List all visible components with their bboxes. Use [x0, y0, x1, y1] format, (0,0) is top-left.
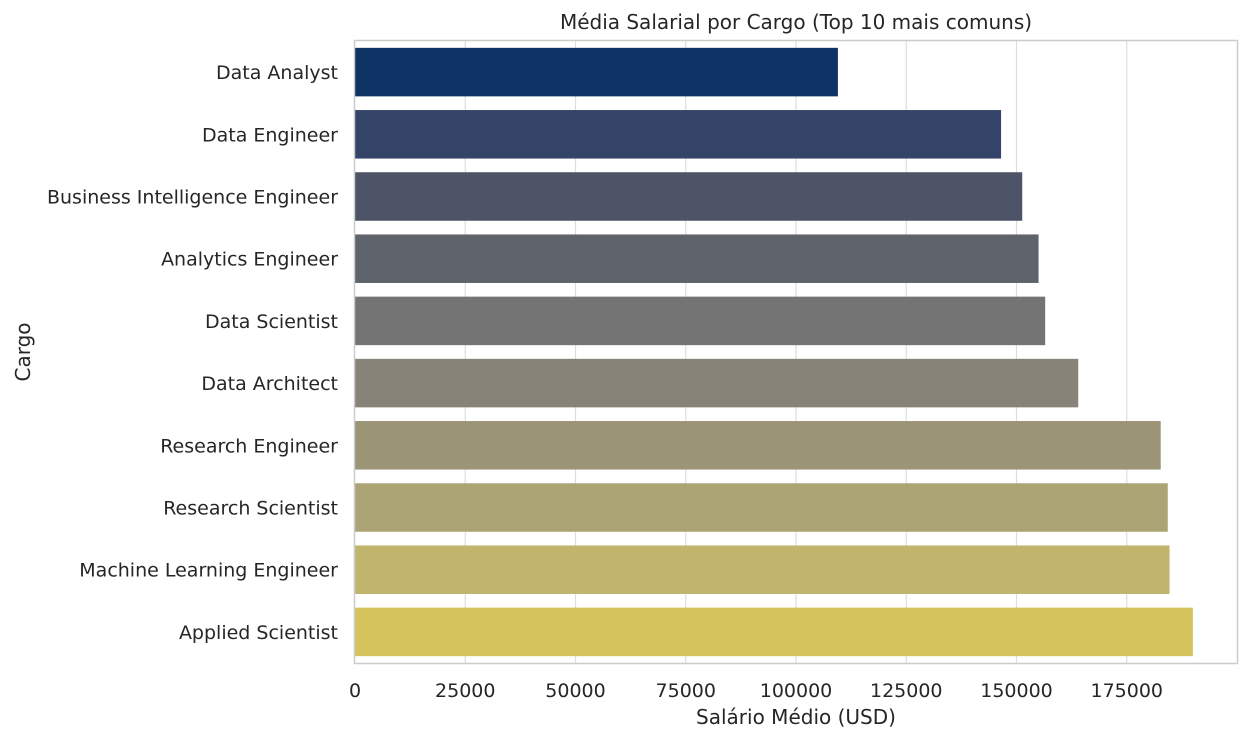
bar — [355, 545, 1170, 594]
x-axis-title: Salário Médio (USD) — [696, 705, 896, 729]
category-label: Business Intelligence Engineer — [47, 187, 338, 209]
x-tick-label: 150000 — [980, 680, 1053, 702]
category-label: Data Scientist — [205, 311, 338, 333]
bar — [355, 483, 1168, 532]
category-label: Analytics Engineer — [161, 249, 338, 271]
category-label: Research Scientist — [163, 498, 338, 520]
category-label: Data Analyst — [216, 62, 338, 84]
category-label: Research Engineer — [160, 435, 338, 457]
chart-title: Média Salarial por Cargo (Top 10 mais co… — [560, 10, 1032, 34]
x-tick-label: 50000 — [545, 680, 605, 702]
bar — [355, 234, 1039, 283]
x-tick-label: 125000 — [870, 680, 943, 702]
x-tick-label: 25000 — [435, 680, 495, 702]
plot-frame — [353, 39, 1239, 665]
category-label: Data Architect — [201, 373, 338, 395]
bar — [355, 296, 1046, 346]
x-tick-label: 75000 — [656, 680, 716, 702]
bar — [355, 47, 838, 97]
bar — [355, 358, 1079, 408]
bars — [355, 47, 1193, 657]
y-axis-title: Cargo — [11, 322, 35, 381]
x-tick-label: 0 — [349, 680, 361, 702]
bar — [355, 421, 1161, 470]
bar — [355, 110, 1002, 159]
category-label: Applied Scientist — [179, 622, 338, 644]
category-label: Data Engineer — [202, 124, 338, 146]
x-tick-label: 100000 — [760, 680, 833, 702]
bar — [355, 607, 1193, 657]
x-tick-label: 175000 — [1090, 680, 1163, 702]
bar — [355, 172, 1023, 221]
y-category-labels: Data Analyst Data Engineer Business Intell… — [47, 62, 338, 644]
x-tick-labels: 0 25000 50000 75000 100000 125000 150000 175000 — [349, 680, 1163, 702]
category-label: Machine Learning Engineer — [79, 560, 338, 582]
